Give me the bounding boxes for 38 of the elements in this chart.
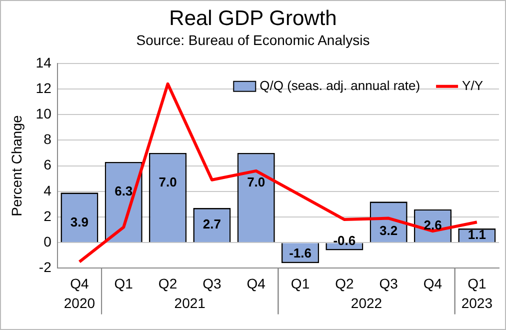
data-label: 7.0 bbox=[158, 174, 177, 190]
data-label: 3.2 bbox=[380, 223, 398, 238]
y-tick-label: 0 bbox=[44, 233, 52, 250]
data-label: 6.3 bbox=[114, 184, 133, 199]
y-tick-label: 10 bbox=[36, 105, 52, 122]
x-tick-label: Q4 bbox=[246, 275, 266, 292]
x-tick-label: Q3 bbox=[379, 275, 398, 292]
x-tick-label: Q1 bbox=[114, 275, 134, 292]
x-tick-label: Q4 bbox=[423, 275, 442, 292]
x-tick-label: Q2 bbox=[158, 275, 178, 292]
data-label: 3.9 bbox=[70, 214, 88, 230]
text: 2021 bbox=[174, 295, 206, 312]
y-tick-label: 8 bbox=[44, 131, 52, 148]
legend-label: Y/Y bbox=[462, 78, 484, 93]
x-tick-label: Q1 bbox=[468, 275, 486, 292]
x-tick-label: Q2 bbox=[335, 275, 354, 292]
y-axis-title: Percent Change bbox=[8, 115, 24, 216]
y-tick-label: 2 bbox=[44, 208, 52, 224]
data-label: 2.7 bbox=[202, 216, 221, 232]
legend-label: Q/Q (seas. adj. annual rate) bbox=[260, 78, 420, 93]
chart-subtitle: Source: Bureau of Economic Analysis bbox=[135, 31, 371, 49]
data-label: -1.6 bbox=[289, 246, 312, 261]
x-tick-label: Q4 bbox=[70, 275, 89, 292]
x-tick-label: Q1 bbox=[290, 275, 310, 292]
x-tick-label: Q3 bbox=[202, 275, 222, 292]
y-tick-label: 14 bbox=[36, 54, 52, 70]
chart-title: Real GDP Growth bbox=[168, 7, 338, 31]
data-label: 2.6 bbox=[424, 217, 442, 232]
y-tick-label: 4 bbox=[44, 182, 52, 198]
text: 2020 bbox=[64, 295, 96, 312]
text: 2023 bbox=[461, 295, 493, 312]
text: 2022 bbox=[350, 295, 382, 312]
data-label: -0.6 bbox=[333, 232, 356, 248]
y-tick-label: 6 bbox=[44, 156, 52, 173]
data-label: 7.0 bbox=[247, 174, 266, 190]
data-label: 1.1 bbox=[468, 226, 486, 242]
y-tick-label: -2 bbox=[38, 259, 52, 276]
y-tick-label: 12 bbox=[36, 80, 52, 96]
